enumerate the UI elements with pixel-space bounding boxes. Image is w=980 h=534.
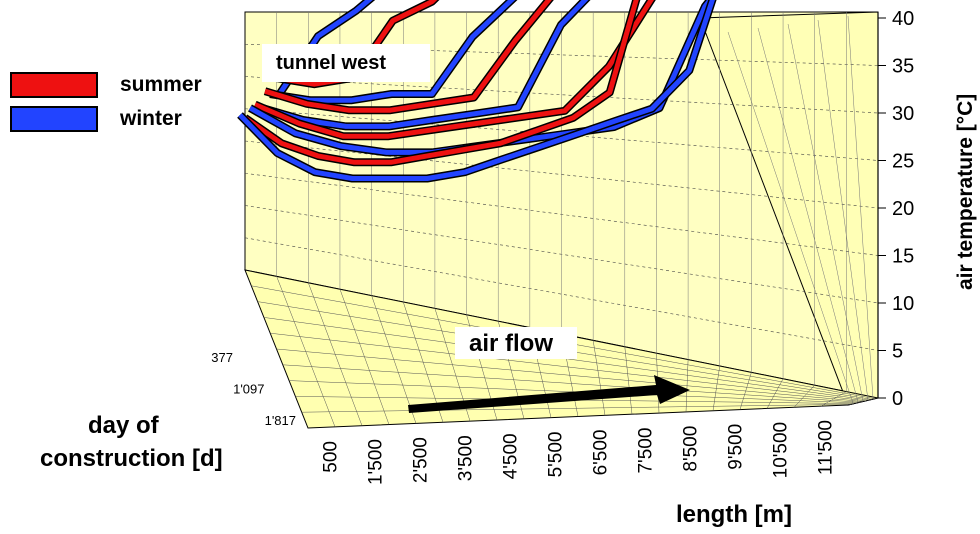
side-gridline	[727, 31, 854, 404]
back-gridline	[244, 237, 879, 351]
x-tick-label: 8'500	[681, 426, 702, 472]
x-tick-label: 2'500	[411, 437, 432, 483]
floor-gridline	[282, 364, 861, 403]
z-tick-label: 0	[892, 388, 903, 410]
x-tick-label: 6'500	[591, 430, 612, 476]
legend-item-winter: winter	[10, 102, 202, 136]
z-tick-label: 10	[892, 293, 914, 315]
z-tick-label: 35	[892, 56, 914, 78]
x-tick-label: 5'500	[546, 432, 567, 478]
depth-axis-title-line1: day of	[88, 412, 160, 439]
x-tick-label: 500	[321, 441, 342, 473]
depth-axis-title-line2: construction [d]	[40, 445, 223, 472]
winter-series-line	[269, 0, 516, 103]
depth-axis-ticks: 377 1'097 1'817	[211, 350, 296, 428]
summer-swatch	[10, 72, 98, 98]
winter-swatch	[10, 106, 98, 132]
z-tick-label: 40	[892, 8, 914, 30]
x-tick-label: 3'500	[456, 435, 477, 481]
z-tick-label: 25	[892, 151, 914, 173]
x-tick-label: 11'500	[816, 420, 837, 475]
legend-item-summer: summer	[10, 68, 202, 102]
chart-title: tunnel west	[276, 52, 386, 74]
floor-gridline	[301, 404, 852, 413]
depth-tick-label: 377	[211, 350, 233, 365]
z-axis-ticks: 0 5 10 15 20 25 30 35 40	[877, 8, 914, 410]
annotation-box	[455, 327, 577, 359]
depth-tick-label: 1'817	[265, 413, 296, 428]
x-tick-label: 7'500	[636, 428, 657, 474]
winter-series-line	[259, 0, 589, 129]
air-flow-label: air flow	[469, 330, 553, 357]
title-box	[262, 44, 430, 82]
back-gridline	[244, 108, 879, 161]
side-gridline	[757, 27, 859, 403]
x-tick-label: 1'500	[366, 439, 387, 485]
back-gridline	[244, 76, 879, 114]
winter-series-line	[238, 0, 715, 181]
summer-series-line	[243, 0, 639, 165]
floor-gridline	[276, 348, 864, 402]
x-tick-label: 4'500	[501, 433, 522, 479]
x-tick-label: 9'500	[726, 424, 747, 470]
floor-gridline	[270, 332, 867, 402]
side-gridline	[847, 15, 874, 400]
summer-series-line	[264, 0, 552, 113]
z-tick-label: 30	[892, 103, 914, 125]
air-flow-arrow	[408, 375, 690, 413]
series-layer	[237, 0, 717, 183]
side-gridline	[817, 19, 869, 401]
side-gridline	[787, 23, 864, 402]
z-tick-label: 20	[892, 198, 914, 220]
z-axis-title: air temperature [°C]	[954, 94, 977, 290]
z-tick-label: 5	[892, 341, 903, 363]
depth-tick-label: 1'097	[233, 382, 264, 397]
legend-label-summer: summer	[120, 73, 202, 96]
z-tick-label: 15	[892, 246, 914, 268]
legend: summer winter	[10, 68, 202, 136]
x-axis-ticks: 500 1'500 2'500 3'500 4'500 5'500 6'500 7'500 8'…	[321, 420, 837, 485]
legend-label-winter: winter	[120, 107, 182, 130]
x-tick-label: 10'500	[771, 422, 792, 478]
x-axis-title: length [m]	[676, 501, 792, 528]
